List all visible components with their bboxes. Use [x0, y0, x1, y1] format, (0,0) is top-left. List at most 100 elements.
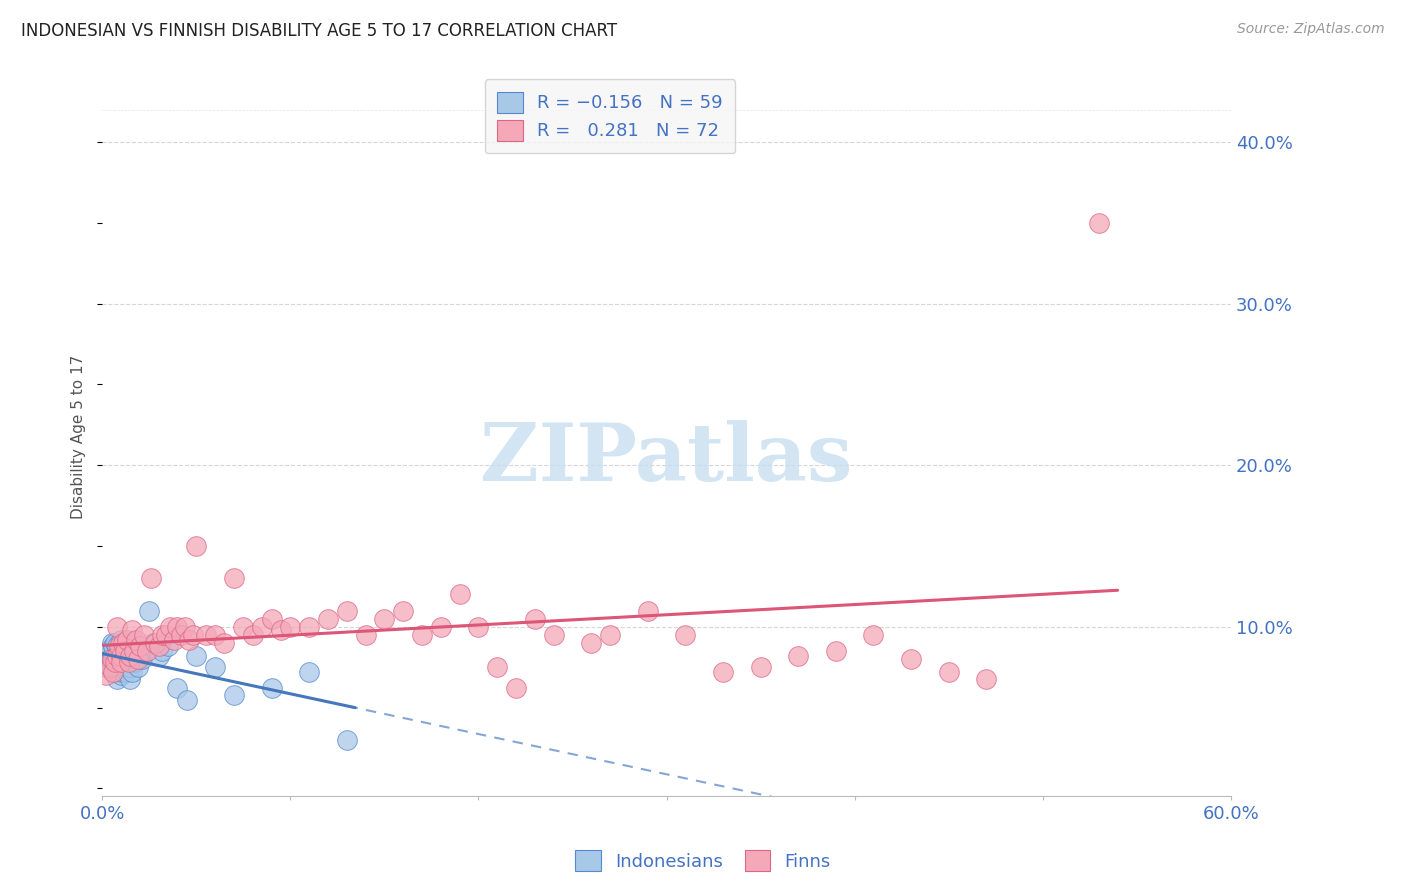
Point — [128, 648, 150, 663]
Legend: Indonesians, Finns: Indonesians, Finns — [568, 843, 838, 879]
Point — [186, 539, 208, 553]
Point — [974, 672, 997, 686]
Point — [120, 648, 142, 663]
Point — [115, 652, 138, 666]
Point — [278, 620, 301, 634]
Point — [120, 672, 142, 686]
Point — [298, 665, 321, 679]
Point — [157, 639, 180, 653]
Point — [103, 665, 125, 679]
Point — [138, 604, 160, 618]
Point — [121, 665, 143, 679]
Point — [354, 628, 377, 642]
Point — [242, 628, 264, 642]
Point — [110, 632, 132, 647]
Point — [120, 660, 142, 674]
Point — [108, 639, 131, 653]
Point — [543, 628, 565, 642]
Point — [136, 644, 159, 658]
Point — [139, 571, 162, 585]
Point — [97, 648, 120, 663]
Point — [148, 648, 170, 663]
Point — [100, 648, 122, 663]
Point — [127, 652, 149, 666]
Point — [155, 628, 177, 642]
Point — [336, 604, 359, 618]
Point — [467, 620, 489, 634]
Point — [122, 644, 145, 658]
Point — [115, 632, 138, 647]
Point — [900, 652, 922, 666]
Point — [505, 681, 527, 696]
Y-axis label: Disability Age 5 to 17: Disability Age 5 to 17 — [72, 355, 86, 519]
Point — [114, 648, 136, 663]
Point — [411, 628, 433, 642]
Point — [250, 620, 273, 634]
Point — [673, 628, 696, 642]
Point — [103, 652, 125, 666]
Point — [121, 648, 143, 663]
Point — [111, 665, 134, 679]
Point — [177, 632, 200, 647]
Point — [270, 623, 292, 637]
Point — [121, 623, 143, 637]
Point — [104, 665, 127, 679]
Point — [336, 732, 359, 747]
Point — [392, 604, 415, 618]
Point — [260, 612, 283, 626]
Point — [98, 660, 121, 674]
Point — [430, 620, 453, 634]
Text: INDONESIAN VS FINNISH DISABILITY AGE 5 TO 17 CORRELATION CHART: INDONESIAN VS FINNISH DISABILITY AGE 5 T… — [21, 22, 617, 40]
Point — [127, 660, 149, 674]
Point — [142, 636, 165, 650]
Point — [222, 688, 245, 702]
Point — [449, 587, 471, 601]
Point — [108, 644, 131, 658]
Point — [122, 656, 145, 670]
Text: ZIPatlas: ZIPatlas — [481, 419, 852, 498]
Point — [214, 636, 236, 650]
Point — [132, 628, 155, 642]
Point — [110, 648, 132, 663]
Point — [204, 660, 226, 674]
Point — [862, 628, 884, 642]
Point — [749, 660, 772, 674]
Point — [159, 620, 181, 634]
Point — [125, 648, 148, 663]
Point — [176, 692, 198, 706]
Point — [194, 628, 217, 642]
Point — [174, 620, 197, 634]
Point — [111, 644, 134, 658]
Point — [100, 652, 122, 666]
Point — [111, 656, 134, 670]
Point — [143, 636, 166, 650]
Point — [105, 639, 128, 653]
Point — [104, 636, 127, 650]
Point — [110, 648, 132, 663]
Point — [120, 639, 142, 653]
Point — [316, 612, 339, 626]
Point — [103, 639, 125, 653]
Point — [105, 672, 128, 686]
Point — [105, 652, 128, 666]
Point — [260, 681, 283, 696]
Point — [114, 660, 136, 674]
Point — [125, 632, 148, 647]
Point — [100, 656, 122, 670]
Point — [105, 620, 128, 634]
Point — [824, 644, 846, 658]
Point — [523, 612, 546, 626]
Point — [298, 620, 321, 634]
Point — [94, 668, 117, 682]
Point — [148, 639, 170, 653]
Point — [104, 656, 127, 670]
Point — [103, 660, 125, 674]
Point — [104, 656, 127, 670]
Point — [163, 632, 186, 647]
Point — [128, 639, 150, 653]
Point — [181, 628, 204, 642]
Point — [581, 636, 603, 650]
Point — [152, 644, 174, 658]
Point — [166, 620, 188, 634]
Text: Source: ZipAtlas.com: Source: ZipAtlas.com — [1237, 22, 1385, 37]
